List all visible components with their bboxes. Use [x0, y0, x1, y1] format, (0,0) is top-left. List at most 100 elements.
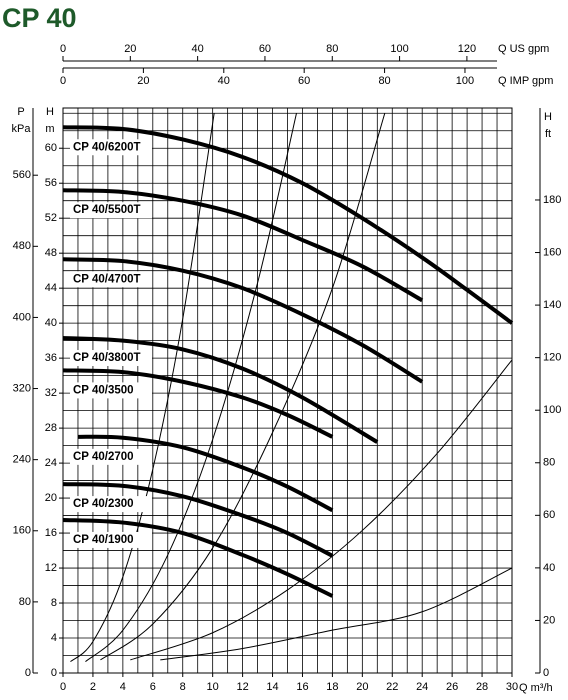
ft-tick-label: 180: [543, 194, 561, 206]
y-tick-label: 28: [45, 422, 57, 434]
ft-tick-label: 100: [543, 404, 561, 416]
ft-tick-label: 60: [543, 509, 555, 521]
curve-label-bg: [70, 382, 152, 399]
imp-gpm-tick-label: 40: [218, 75, 230, 87]
x-tick-label: 8: [180, 681, 186, 693]
curve-label: CP 40/3500: [73, 384, 134, 396]
plot-frame: [62, 107, 513, 674]
kpa-tick-label: 400: [13, 311, 31, 323]
curve-label: CP 40/1900: [73, 534, 134, 546]
curve-label: CP 40/2300: [73, 498, 134, 510]
ft-tick-label: 120: [543, 352, 561, 364]
curve-label: CP 40/2700: [73, 451, 134, 463]
x-axis-label: Q m³/h: [519, 682, 553, 694]
pump-curve: [62, 257, 424, 384]
y-tick-label: 32: [45, 387, 57, 399]
ft-axis-label: H: [544, 111, 552, 123]
x-tick-label: 24: [416, 681, 428, 693]
kpa-axis-label: P: [17, 106, 24, 118]
curve-label-bg: [70, 202, 152, 219]
pump-curve: [62, 368, 334, 439]
curve-label: CP 40/4700T: [73, 273, 141, 285]
system-curve: [100, 113, 386, 661]
y-tick-label: 48: [45, 247, 57, 259]
pump-curve: [62, 336, 379, 444]
y-tick-label: 24: [45, 457, 57, 469]
imp-gpm-tick-label: 0: [60, 75, 66, 87]
x-tick-label: 12: [236, 681, 248, 693]
ft-tick-label: 80: [543, 457, 555, 469]
x-tick-label: 10: [207, 681, 219, 693]
curve-label: CP 40/3800T: [73, 352, 141, 364]
x-tick-label: 16: [296, 681, 308, 693]
x-tick-label: 26: [446, 681, 458, 693]
us-gpm-tick-label: 40: [192, 43, 204, 55]
kpa-tick-label: 480: [13, 240, 31, 252]
x-tick-label: 6: [150, 681, 156, 693]
curve-label-bg: [70, 531, 152, 548]
imp-gpm-tick-label: 80: [378, 75, 390, 87]
imp-gpm-tick-label: 100: [456, 75, 474, 87]
system-curve: [160, 567, 513, 661]
kpa-axis-label: kPa: [12, 123, 32, 135]
kpa-tick-label: 160: [13, 525, 31, 537]
us-gpm-tick-label: 120: [458, 43, 476, 55]
us-gpm-axis-label: Q US gpm: [498, 43, 549, 55]
y-tick-label: 56: [45, 177, 57, 189]
y-tick-label: 8: [51, 597, 57, 609]
x-tick-label: 14: [266, 681, 278, 693]
y-tick-label: 16: [45, 527, 57, 539]
y-tick-label: 52: [45, 212, 57, 224]
ft-tick-label: 0: [543, 667, 549, 679]
pump-curve: [62, 125, 514, 325]
imp-gpm-axis-label: Q IMP gpm: [498, 75, 553, 87]
y-tick-label: 40: [45, 317, 57, 329]
y-tick-label: 12: [45, 562, 57, 574]
pump-curve: [62, 188, 424, 303]
x-tick-label: 18: [326, 681, 338, 693]
pump-curve: [62, 517, 334, 598]
us-gpm-tick-label: 100: [390, 43, 408, 55]
pump-curve: [62, 482, 334, 558]
curve-label: CP 40/6200T: [73, 141, 141, 153]
kpa-tick-label: 320: [13, 382, 31, 394]
y-tick-label: 44: [45, 282, 57, 294]
ft-axis-label: ft: [545, 128, 551, 140]
y-tick-label: 36: [45, 352, 57, 364]
curve-label-bg: [70, 271, 152, 288]
y-tick-label: 60: [45, 142, 57, 154]
ft-tick-label: 140: [543, 299, 561, 311]
ft-tick-label: 20: [543, 614, 555, 626]
x-tick-label: 28: [476, 681, 488, 693]
x-tick-label: 2: [90, 681, 96, 693]
curve-label: CP 40/5500T: [73, 204, 141, 216]
pump-curve: [77, 434, 334, 513]
kpa-tick-label: 240: [13, 454, 31, 466]
us-gpm-tick-label: 60: [259, 43, 271, 55]
curve-label-bg: [70, 139, 152, 156]
kpa-tick-label: 560: [13, 169, 31, 181]
y-axis-label: H: [46, 106, 54, 118]
curve-label-bg: [70, 350, 152, 367]
kpa-tick-label: 0: [25, 667, 31, 679]
x-tick-label: 30: [506, 681, 518, 693]
ft-tick-label: 40: [543, 562, 555, 574]
y-tick-label: 20: [45, 492, 57, 504]
kpa-tick-label: 80: [19, 596, 31, 608]
system-curve: [70, 113, 215, 663]
y-tick-label: 0: [51, 667, 57, 679]
x-tick-label: 4: [120, 681, 126, 693]
y-axis-label: m: [45, 123, 54, 135]
us-gpm-tick-label: 0: [60, 43, 66, 55]
us-gpm-tick-label: 80: [326, 43, 338, 55]
x-tick-label: 22: [386, 681, 398, 693]
ft-tick-label: 160: [543, 246, 561, 258]
imp-gpm-tick-label: 60: [298, 75, 310, 87]
y-tick-label: 4: [51, 632, 57, 644]
curve-label-bg: [70, 448, 152, 465]
x-tick-label: 0: [60, 681, 66, 693]
us-gpm-tick-label: 20: [124, 43, 136, 55]
imp-gpm-tick-label: 20: [137, 75, 149, 87]
chart-title: CP 40: [2, 3, 77, 33]
